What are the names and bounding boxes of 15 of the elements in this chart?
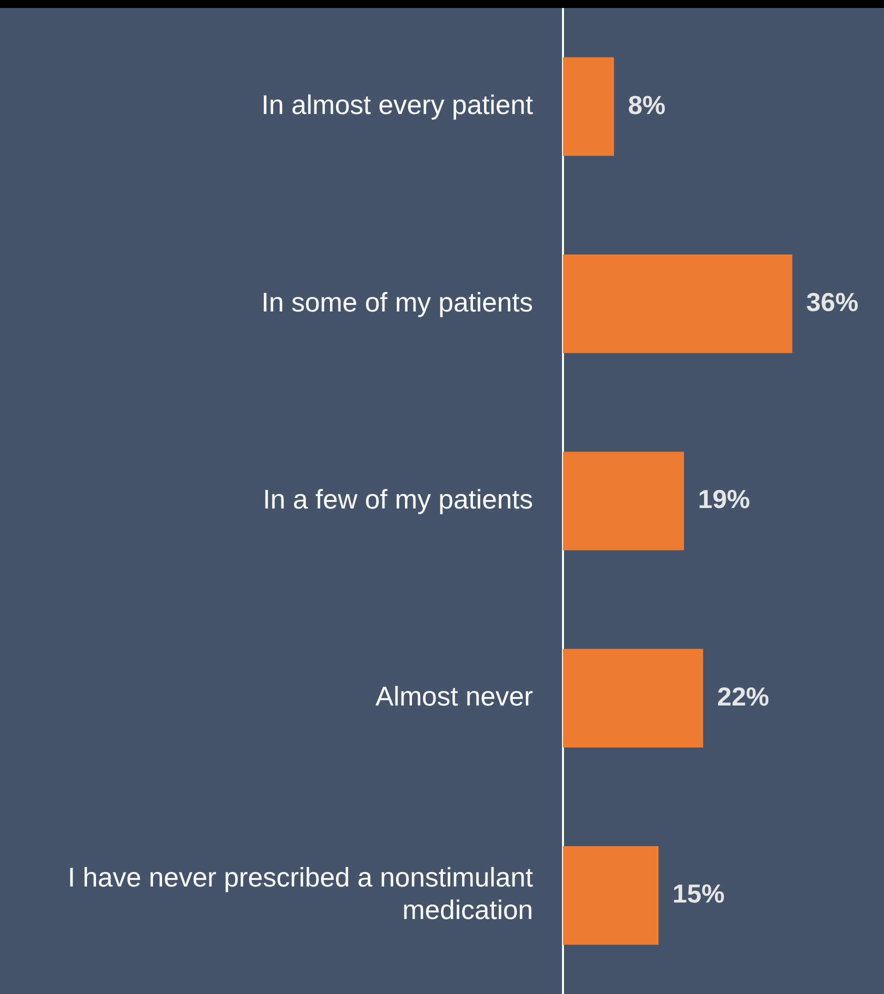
y-tick-label: In a few of my patients bbox=[262, 484, 533, 514]
bar bbox=[563, 846, 659, 945]
y-tick-label: I have never prescribed a nonstimulant medication bbox=[68, 862, 534, 926]
y-tick-label: In almost every patient bbox=[261, 90, 534, 120]
data-label: 19% bbox=[698, 484, 750, 514]
bar bbox=[563, 57, 614, 156]
data-label: 36% bbox=[806, 286, 858, 317]
bar bbox=[563, 254, 792, 354]
bar bbox=[563, 452, 684, 550]
data-label: 15% bbox=[672, 878, 725, 909]
data-label: 22% bbox=[717, 681, 770, 712]
y-tick-label: In some of my patients bbox=[261, 287, 533, 318]
y-tick-label: Almost never bbox=[375, 682, 534, 712]
data-label: 8% bbox=[628, 90, 666, 120]
bar bbox=[563, 648, 704, 748]
